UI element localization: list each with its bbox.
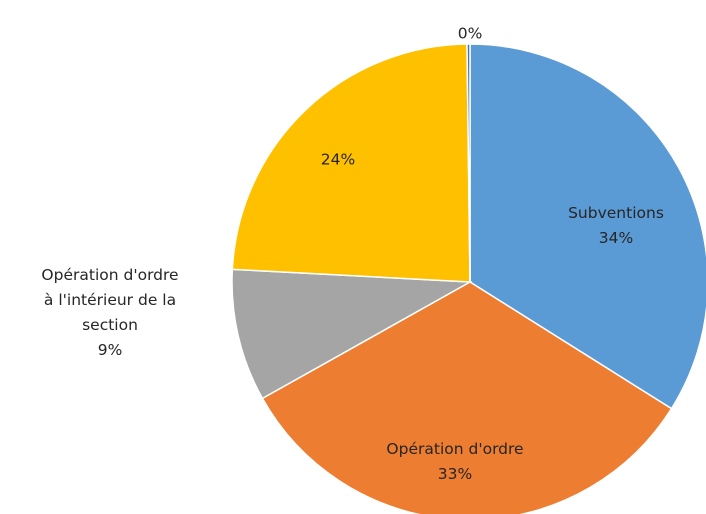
data-label-unlabeled-0: 0% [458,25,483,43]
data-label-unlabeled-24: 24% [321,151,355,169]
data-label-operation-ordre-interieur: Opération d'ordre à l'intérieur de la sect… [41,266,178,359]
